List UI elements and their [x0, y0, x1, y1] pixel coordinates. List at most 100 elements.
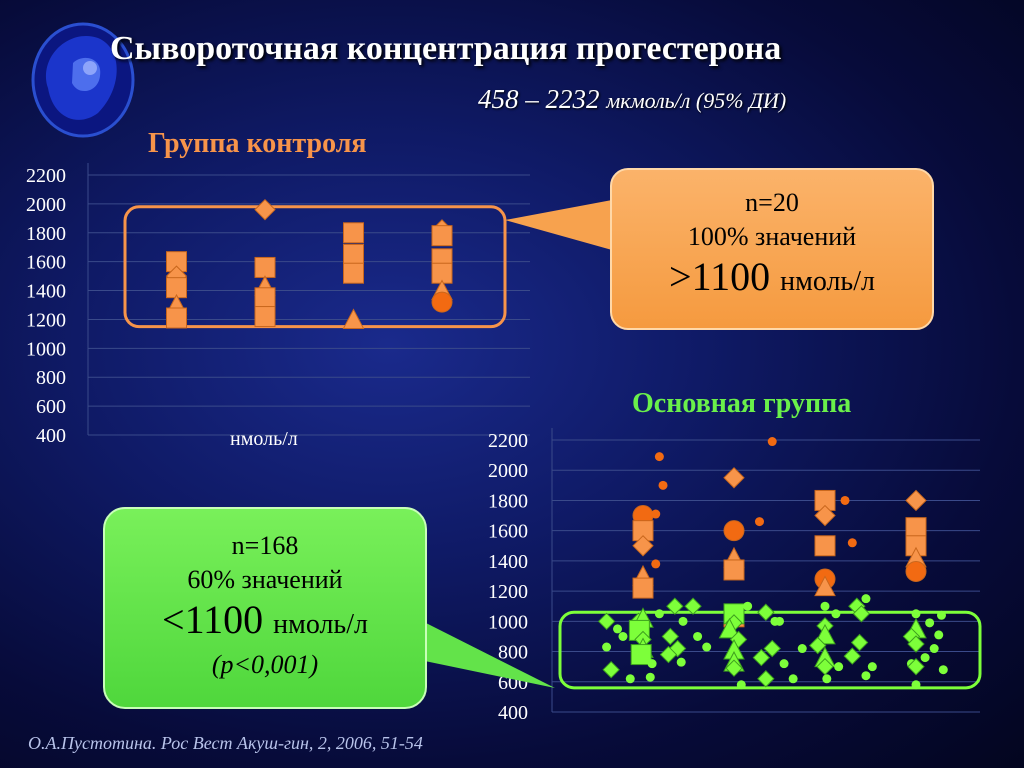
main-chart-point	[613, 624, 623, 634]
main-chart-point	[905, 489, 927, 512]
main-chart-y-tick-label: 400	[498, 702, 528, 724]
control-y-unit-label: нмоль/л	[230, 428, 298, 450]
control-chart-point	[166, 307, 187, 329]
main-chart-point	[907, 657, 925, 676]
main-chart-point	[647, 659, 657, 669]
control-percent: 100% значений	[687, 222, 857, 251]
main-chart-y-tick-label: 2000	[488, 460, 528, 482]
main-chart-point	[602, 642, 612, 652]
main-chart-point	[775, 616, 784, 626]
subtitle-units: мкмоль/л (95% ДИ)	[606, 88, 787, 113]
control-chart-point	[254, 256, 276, 278]
control-chart-point	[431, 225, 453, 247]
main-chart-point	[934, 630, 944, 640]
main-threshold-value: <1100	[162, 597, 264, 642]
main-chart-point	[861, 671, 871, 681]
control-chart-point	[343, 222, 364, 244]
main-chart-point	[757, 670, 775, 688]
control-chart-y-tick-label: 400	[36, 425, 66, 447]
main-chart-point	[779, 659, 789, 669]
page-title: Сывороточная концентрация прогестерона	[110, 30, 782, 67]
main-chart-y-tick-label: 1800	[488, 490, 528, 512]
subtitle-range: 458 – 2232	[478, 84, 600, 114]
main-threshold-unit: нмоль/л	[273, 609, 368, 640]
main-chart-point	[936, 610, 946, 620]
control-chart-point	[342, 308, 365, 329]
main-chart-point	[602, 660, 620, 679]
main-chart-y-tick-label: 1200	[488, 581, 528, 603]
main-chart-point	[843, 647, 862, 665]
control-group-label: Группа контроля	[148, 128, 367, 159]
main-chart-point	[693, 631, 703, 641]
main-chart-point	[911, 609, 921, 619]
main-chart-y-tick-label: 1000	[488, 611, 528, 633]
control-chart-point	[254, 287, 276, 309]
main-chart-point	[651, 509, 661, 519]
control-chart-highlight-frame	[123, 205, 507, 329]
main-chart-point	[814, 504, 836, 527]
main-chart-y-tick-label: 2200	[488, 430, 528, 452]
main-chart-point	[797, 644, 807, 654]
main-percent: 60% значений	[187, 565, 343, 594]
main-callout-tail	[420, 620, 555, 688]
main-chart-point	[632, 577, 654, 599]
main-chart-point	[920, 653, 930, 663]
control-chart-y-tick-label: 1400	[26, 281, 66, 303]
main-chart-point	[925, 618, 935, 628]
control-callout: n=20 100% значений >1100 нмоль/л	[610, 168, 934, 330]
main-callout: n=168 60% значений <1100 нмоль/л (p<0,00…	[103, 507, 427, 709]
main-chart-point	[743, 601, 753, 611]
main-chart-point	[763, 639, 781, 658]
control-chart-point	[254, 198, 276, 221]
control-chart-point	[254, 306, 276, 328]
main-chart-point	[723, 559, 745, 581]
main-chart-point	[723, 520, 745, 542]
main-chart-point	[911, 680, 921, 690]
control-callout-tail	[505, 200, 612, 250]
main-chart-point	[809, 636, 827, 655]
main-group-label: Основная группа	[632, 388, 852, 419]
control-chart-y-tick-label: 800	[36, 367, 66, 389]
control-chart-point	[431, 291, 453, 313]
control-chart-y-tick-label: 1800	[26, 223, 66, 245]
main-chart-point	[597, 612, 616, 631]
main-chart-point	[666, 597, 684, 615]
control-threshold-unit: нмоль/л	[780, 266, 875, 297]
main-chart-point	[905, 517, 927, 539]
main-chart-point	[814, 535, 836, 557]
main-chart-point	[654, 609, 664, 619]
control-threshold: >1100 нмоль/л	[612, 254, 932, 305]
main-chart-point	[788, 674, 798, 684]
main-chart-point	[850, 633, 869, 652]
main-chart-point	[676, 657, 686, 667]
main-chart-point	[678, 616, 688, 626]
main-n: n=168	[231, 531, 299, 560]
control-threshold-value: >1100	[669, 254, 771, 299]
main-chart-point	[840, 495, 850, 505]
main-chart-point	[847, 538, 857, 548]
control-chart-y-tick-label: 1600	[26, 252, 66, 274]
main-chart-point	[618, 631, 628, 641]
main-threshold: <1100 нмоль/л	[105, 597, 425, 648]
main-chart-point	[718, 617, 741, 639]
main-chart-point	[822, 674, 832, 684]
control-chart-y-tick-label: 600	[36, 396, 66, 418]
control-chart-y-tick-label: 1200	[26, 309, 66, 331]
main-chart-point	[632, 535, 654, 557]
main-chart-point	[654, 452, 664, 462]
main-chart-point	[929, 644, 939, 654]
main-chart-point	[645, 672, 655, 682]
main-chart-point	[659, 645, 678, 664]
main-chart-point	[625, 674, 635, 684]
main-chart-point	[861, 594, 871, 604]
control-chart-point	[343, 262, 364, 284]
main-chart-point	[834, 662, 844, 672]
main-chart-point	[651, 559, 661, 569]
control-n: n=20	[745, 188, 799, 217]
control-chart-y-tick-label: 2200	[26, 165, 66, 187]
main-chart-point	[702, 642, 712, 652]
main-chart-point	[767, 437, 777, 447]
main-chart-point	[757, 603, 775, 621]
main-chart-y-tick-label: 800	[498, 642, 528, 664]
main-chart-point	[630, 644, 652, 666]
